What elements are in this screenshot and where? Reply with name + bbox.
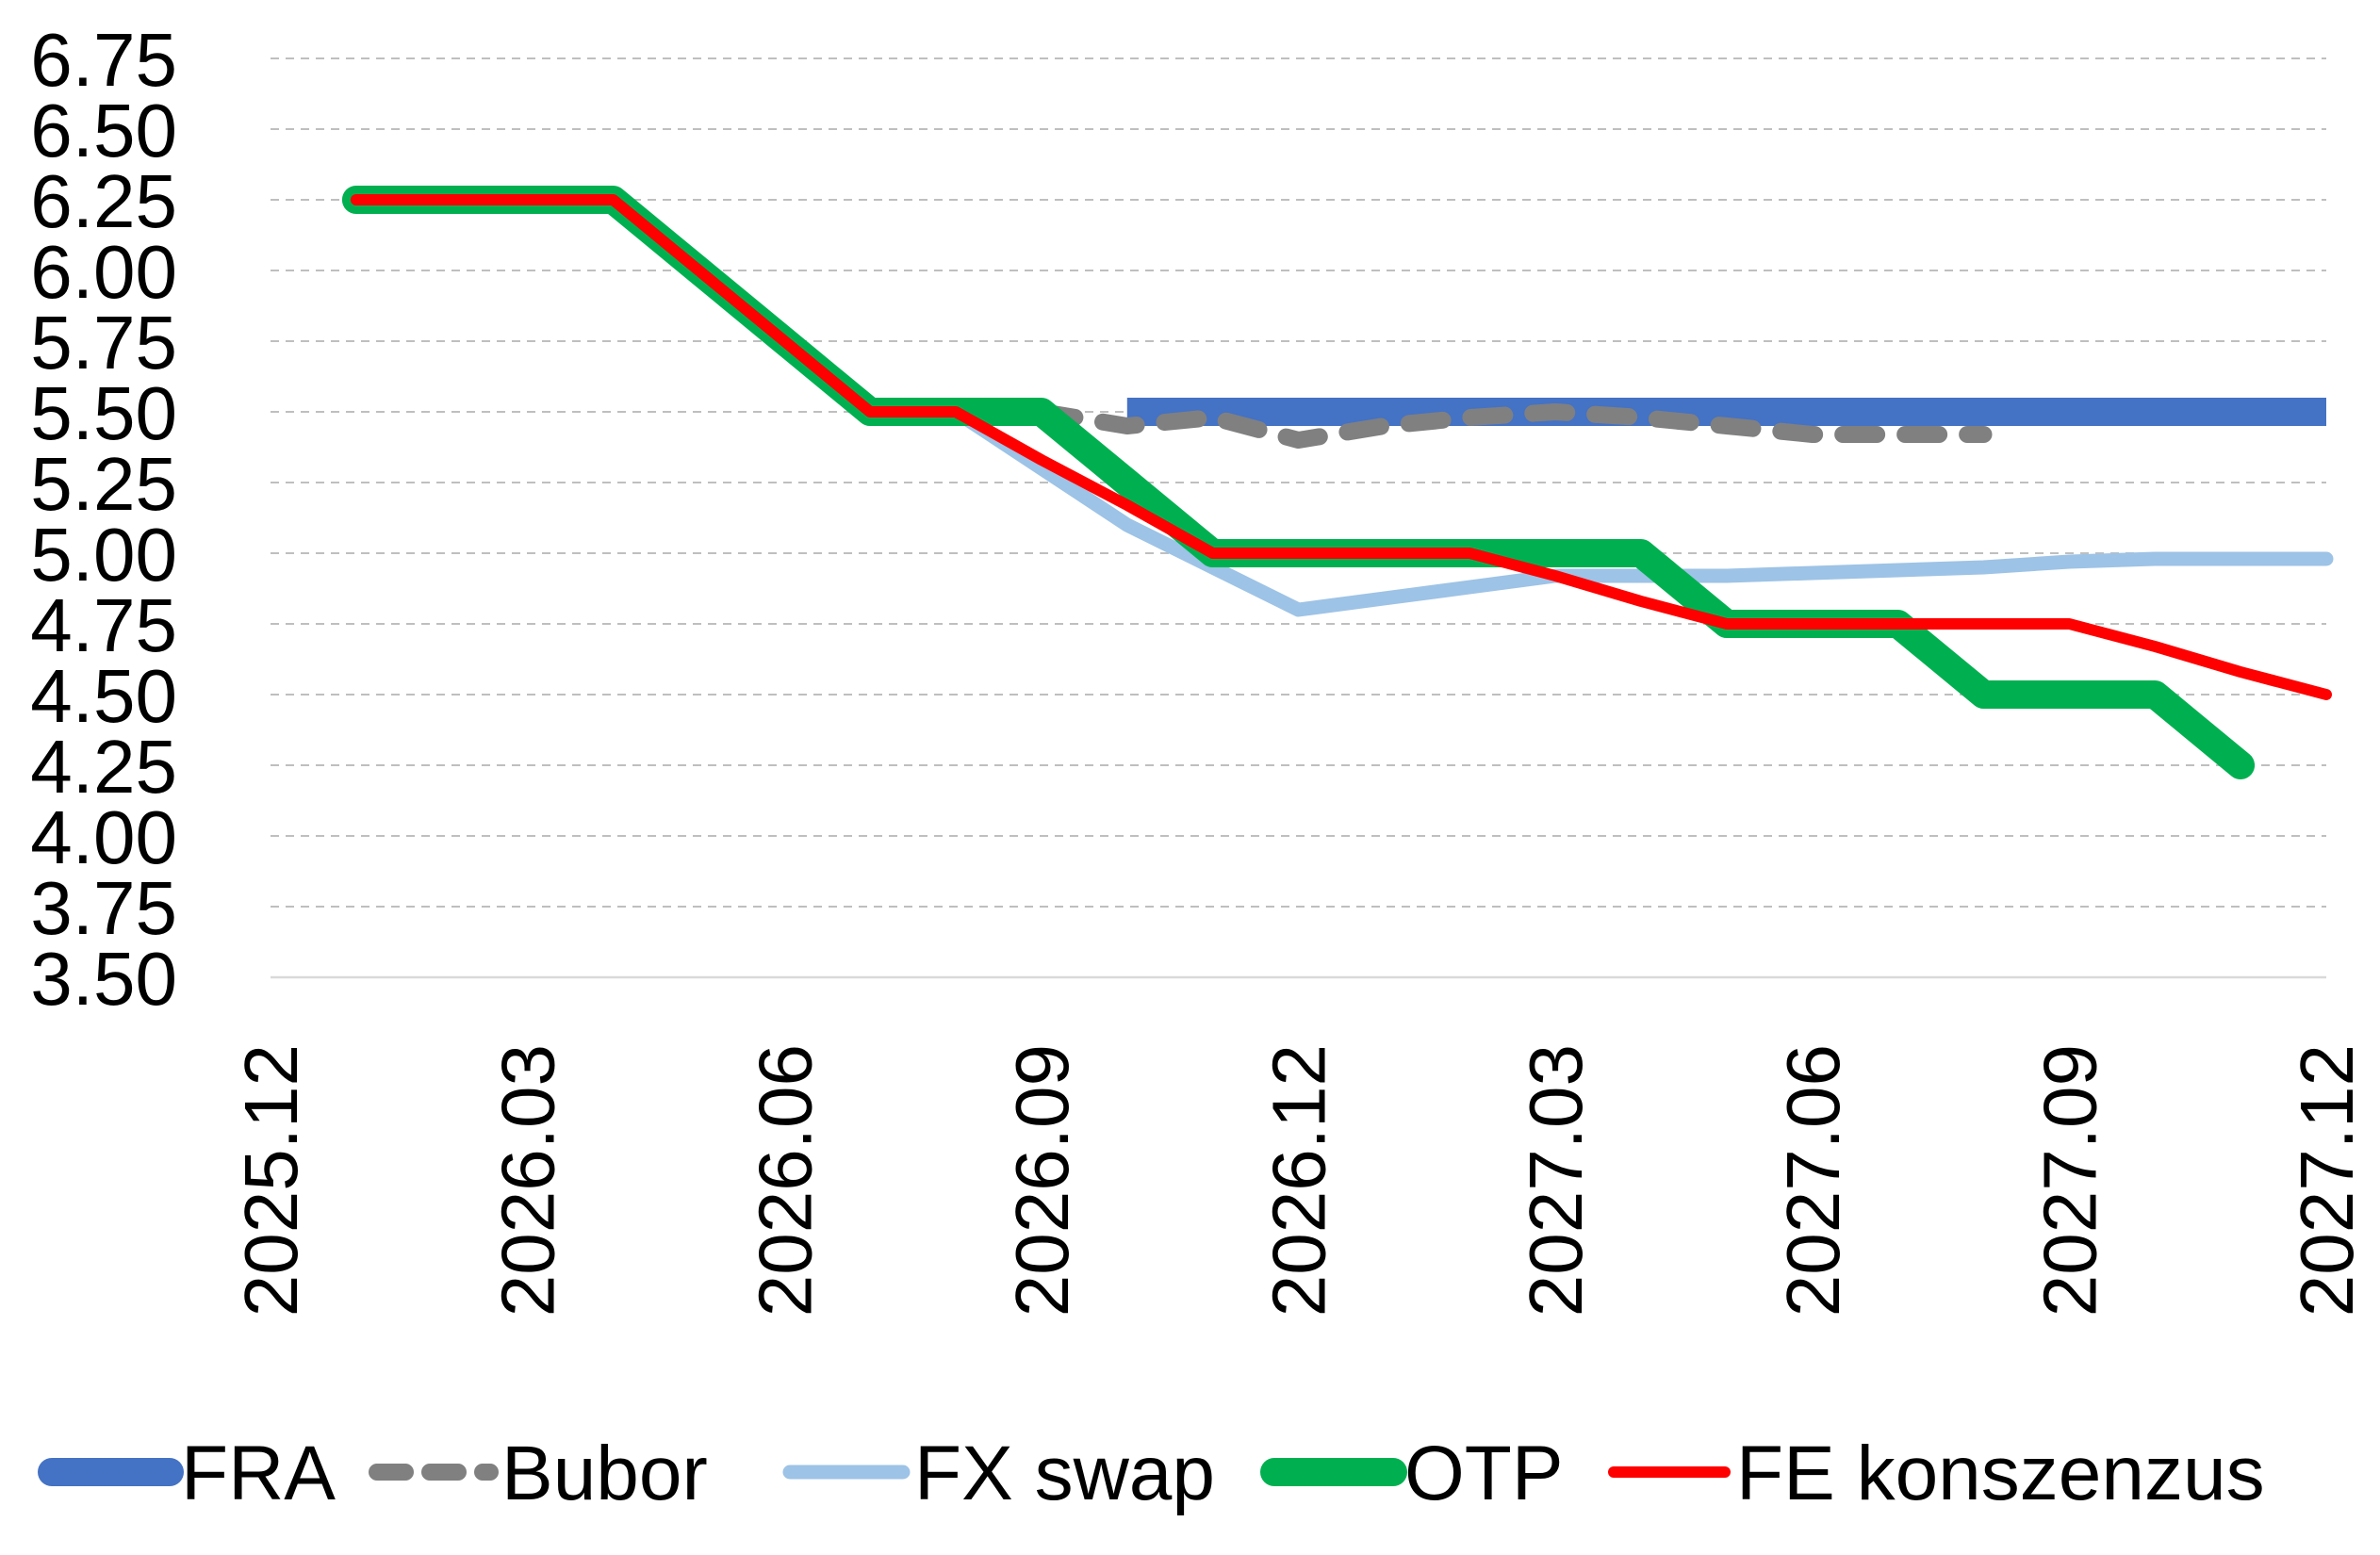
- y-tick-label: 4.50: [30, 654, 177, 738]
- series-lines: [341, 186, 2334, 779]
- x-tick-label: 2027.09: [2027, 1044, 2111, 1317]
- x-tick-label: 2027.06: [1771, 1044, 1855, 1317]
- legend-item-fra: FRA: [38, 1431, 336, 1516]
- y-tick-label: 4.25: [30, 725, 177, 809]
- y-tick-label: 6.75: [30, 18, 177, 102]
- legend-label: FRA: [181, 1431, 336, 1516]
- y-tick-label: 6.50: [30, 89, 177, 172]
- y-tick-label: 5.00: [30, 513, 177, 597]
- legend-item-otp: OTP: [1260, 1431, 1564, 1516]
- x-tick-label: 2025.12: [229, 1044, 313, 1317]
- x-tick-label: 2027.03: [1514, 1044, 1598, 1317]
- y-tick-label: 6.25: [30, 159, 177, 243]
- x-axis-tick-labels: 2025.12 2026.03 2026.06 2026.09 2026.12 2027.…: [229, 1044, 2369, 1317]
- legend-item-fx-swap: FX swap: [782, 1431, 1215, 1516]
- series-line-fx-swap: [948, 404, 2334, 617]
- y-tick-label: 3.75: [30, 866, 177, 950]
- x-tick-label: 2026.06: [743, 1044, 827, 1317]
- legend-item-fe-konszenzus: FE konszenzus: [1608, 1431, 2265, 1516]
- x-tick-label: 2027.12: [2285, 1044, 2369, 1317]
- y-tick-label: 6.00: [30, 230, 177, 314]
- x-tick-label: 2026.09: [1000, 1044, 1084, 1317]
- y-tick-label: 5.50: [30, 371, 177, 455]
- series-line-fe-konszenzus: [350, 194, 2332, 700]
- legend-label: Bubor: [501, 1431, 708, 1516]
- y-tick-label: 4.00: [30, 795, 177, 879]
- y-axis-tick-labels: 3.503.754.004.254.504.755.005.255.505.75…: [30, 18, 177, 1021]
- y-tick-label: 5.25: [30, 442, 177, 526]
- legend: FRA Bubor FX swap OTP FE konszenzus: [38, 1431, 2265, 1516]
- legend-item-bubor: Bubor: [369, 1431, 708, 1516]
- series-line-bubor: [1032, 403, 1993, 449]
- x-tick-label: 2026.12: [1257, 1044, 1341, 1317]
- x-tick-label: 2026.03: [486, 1044, 570, 1317]
- legend-label: FX swap: [914, 1431, 1215, 1516]
- y-tick-label: 5.75: [30, 301, 177, 385]
- gridlines: [271, 57, 2326, 979]
- legend-label: FE konszenzus: [1736, 1431, 2265, 1516]
- y-tick-label: 3.50: [30, 937, 177, 1021]
- legend-label: OTP: [1404, 1431, 1564, 1516]
- y-tick-label: 4.75: [30, 583, 177, 667]
